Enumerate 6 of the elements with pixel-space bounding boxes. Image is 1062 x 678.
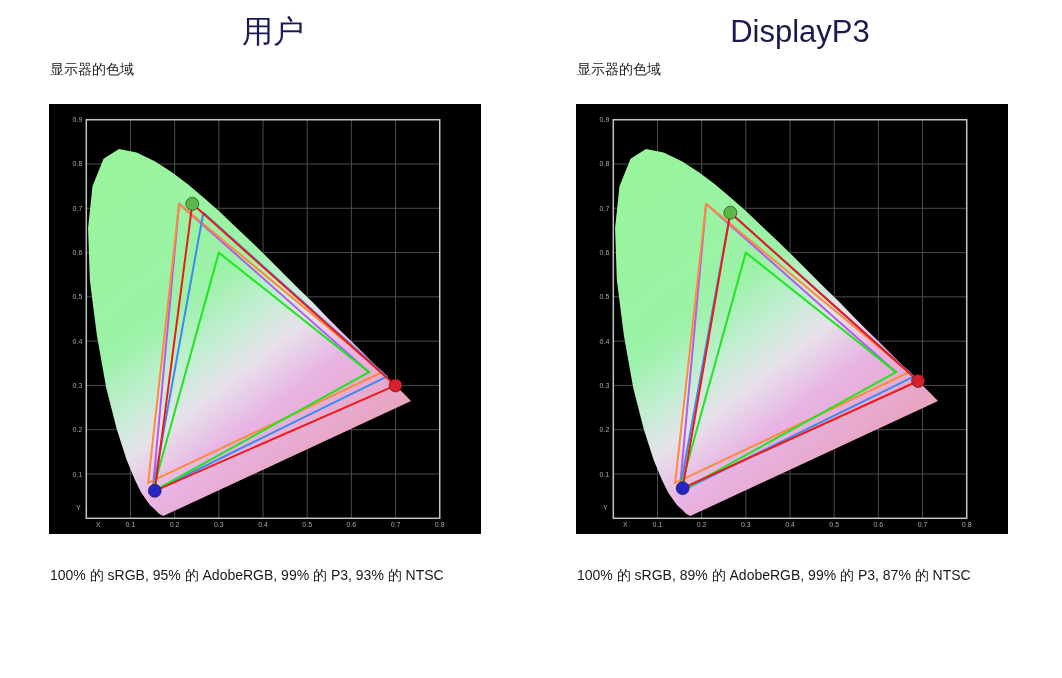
- text: 100% 的 sRGB, 89% 的 AdobeRGB, 99% 的 P3, 87% 的 NTSC: [577, 567, 971, 583]
- chart-title: DisplayP3: [730, 14, 870, 49]
- chart-subtitle: 显示器的色域: [50, 61, 134, 77]
- chart-title: 用户: [242, 14, 304, 49]
- text: 100% 的 sRGB, 95% 的 AdobeRGB, 99% 的 P3, 93% 的 NTSC: [50, 567, 444, 583]
- chart-subtitle: 显示器的色域: [577, 61, 661, 77]
